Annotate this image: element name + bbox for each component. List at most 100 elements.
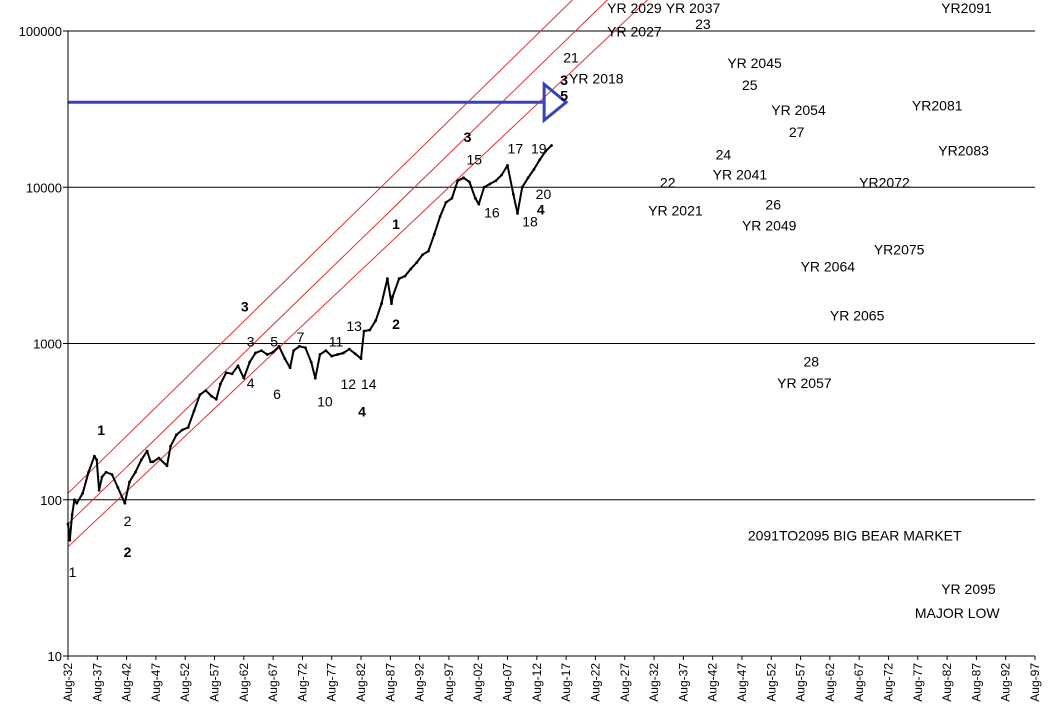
data-point [456,179,460,183]
x-tick-label: Aug-37 [676,663,690,702]
data-point [100,475,104,479]
data-point [236,364,240,368]
data-point [165,464,169,468]
data-point [169,444,172,448]
annotation-label: 11 [329,333,344,349]
annotation-label: YR 2045 [727,55,782,71]
x-tick-label: Aug-52 [178,663,192,702]
channel-line-2 [68,0,609,525]
data-point [104,470,108,474]
data-point [218,382,222,386]
annotation-label: 4 [247,375,255,391]
annotations: 1122334567101112131441231516171819204213… [69,0,1001,621]
data-point [303,346,307,350]
data-point [210,394,213,398]
data-point [123,501,127,505]
data-point [403,274,407,278]
annotation-label: 5 [560,87,568,103]
x-tick-label: Aug-92 [999,663,1013,702]
arrow-head [542,81,569,124]
data-point [192,409,196,413]
data-point [265,353,269,356]
data-point [204,389,208,392]
data-point [391,295,395,298]
x-tick-label: Aug-22 [588,663,602,702]
x-tick-label: Aug-07 [501,663,515,702]
channel-line-1 [68,0,574,494]
annotation-label: YR 2049 [742,217,797,233]
data-point [386,277,389,281]
annotation-label: 10 [317,394,333,410]
x-tick-label: Aug-42 [706,663,720,702]
x-tick-label: Aug-87 [383,663,397,702]
x-tick-label: Aug-82 [940,663,954,702]
annotation-label: 23 [695,16,711,32]
x-tick-label: Aug-82 [354,663,368,702]
annotation-label: 15 [467,151,483,167]
data-point [128,480,131,484]
x-tick-label: Aug-77 [911,663,925,702]
annotation-label: 27 [789,124,805,140]
x-tick-label: Aug-62 [237,663,251,702]
data-point [512,192,515,196]
annotation-label: 22 [660,174,676,190]
data-point [288,366,292,370]
data-point [477,202,481,206]
x-tick-label: Aug-92 [413,663,427,702]
data-point [139,458,143,462]
x-tick-label: Aug-47 [149,663,163,702]
data-point [550,144,553,147]
x-tick-label: Aug-27 [618,663,632,702]
annotation-label: YR 2027 [607,24,662,40]
data-point [324,349,328,353]
target-arrow [68,81,569,124]
data-point [95,458,99,462]
y-tick-label-100000: 100000 [19,24,62,39]
data-point [432,232,436,236]
data-point [145,449,149,453]
data-point [254,351,257,355]
annotation-label: YR 2029 [607,0,662,16]
annotation-label: 24 [716,147,732,163]
data-point [70,513,74,517]
annotation-label: 14 [361,376,377,392]
data-point [368,328,372,332]
annotation-label: 3 [464,129,472,145]
data-point [336,353,339,356]
data-point [242,376,246,380]
data-point [175,433,178,437]
x-tick-label: Aug-52 [764,663,778,702]
data-point [409,267,413,271]
annotation-label: YR2091 [941,0,992,16]
data-point [180,428,184,432]
data-point [283,357,287,361]
data-point [450,196,454,200]
y-tick-label-100: 100 [40,493,62,508]
annotation-label: 20 [536,186,552,202]
y-axis-ticks: 10 100 1000 10000 100000 [19,24,68,664]
annotation-label: 1 [69,564,77,580]
x-tick-label: Aug-17 [559,663,573,702]
annotation-label: 19 [531,140,547,156]
annotation-label: YR 2065 [830,308,885,324]
x-tick-label: Aug-62 [823,663,837,702]
data-point [73,498,76,502]
y-tick-label-10000: 10000 [26,180,62,195]
annotation-label: 28 [804,354,820,370]
data-point [444,200,448,204]
data-point [260,349,263,353]
data-point [248,360,252,364]
annotation-label: 12 [341,376,357,392]
annotation-label: 1 [97,422,105,438]
data-point [149,460,153,464]
data-point [397,277,401,281]
data-point [230,372,234,376]
data-point [330,354,334,358]
annotation-label: 1 [392,216,400,232]
annotation-label: 3 [560,72,568,88]
annotation-label: 7 [297,329,305,345]
data-point [380,302,383,306]
annotation-label: 6 [273,386,281,402]
data-point [292,349,296,353]
data-point [532,168,536,171]
